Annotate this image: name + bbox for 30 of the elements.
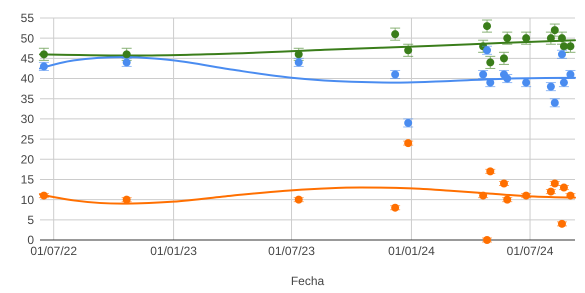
point [566, 192, 574, 200]
point [483, 22, 492, 30]
point [503, 34, 512, 42]
x-tick-label: 01/01/24 [388, 244, 436, 258]
point [40, 50, 48, 58]
y-tick-label: 15 [20, 172, 34, 187]
x-axis-title: Fecha [290, 274, 324, 288]
y-tick-label: 20 [20, 152, 34, 166]
y-tick-label: 30 [20, 112, 34, 126]
y-tick-label: 35 [20, 92, 34, 106]
y-tick-label: 25 [20, 132, 34, 146]
y-tick-label: 55 [20, 11, 34, 26]
point [522, 78, 530, 87]
x-tick-label: 01/07/23 [268, 244, 316, 258]
point [550, 26, 559, 34]
point [546, 34, 555, 42]
x-tick-label: 01/07/24 [506, 244, 554, 258]
y-tick-label: 45 [20, 52, 34, 66]
point [566, 42, 574, 50]
point [500, 54, 508, 62]
y-tick-label: 5 [27, 213, 34, 228]
y-tick-label: 10 [20, 192, 34, 207]
x-tick-label: 01/01/23 [150, 244, 198, 258]
point [558, 34, 566, 42]
point [391, 30, 400, 38]
y-tick-label: 40 [20, 72, 34, 86]
point [522, 34, 530, 42]
y-tick-label: 50 [20, 31, 34, 46]
point [122, 50, 131, 58]
point [486, 58, 494, 66]
